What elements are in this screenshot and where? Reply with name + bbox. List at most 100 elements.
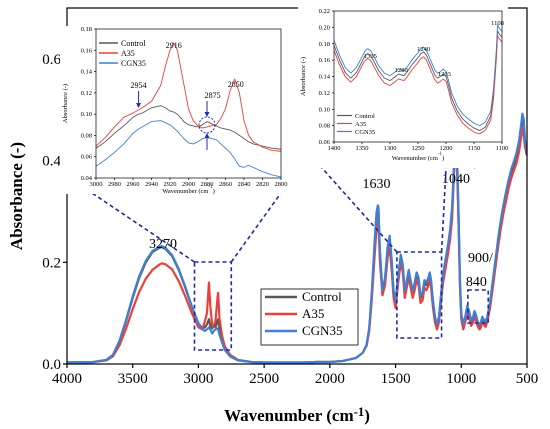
inset2-y-tick-label: 0.22 — [319, 8, 330, 15]
main-x-axis-label: Wavenumber (cm-1) — [224, 405, 370, 425]
inset1-x-axis-label: Wavenumber (cm-1) — [162, 185, 214, 195]
inset1-peak-label: 2954 — [131, 81, 147, 90]
inset2-y-tick-label: 0.08 — [319, 123, 330, 130]
main-x-tick-label: 2000 — [315, 371, 345, 387]
inset1-x-tick-label: 2800 — [275, 181, 288, 188]
inset2-y-tick-label: 0.14 — [319, 74, 331, 81]
main-peak-label: 900/ — [468, 251, 493, 266]
inset2-y-tick-label: 0.16 — [319, 57, 331, 64]
inset2-series-group — [334, 24, 502, 135]
main-y-tick-label: 0.0 — [42, 357, 61, 373]
inset1-legend-label: CGN35 — [121, 59, 146, 68]
inset1-plot-area — [96, 29, 281, 178]
main-y-tick-label: 0.6 — [42, 52, 61, 68]
inset2-legend-label: Control — [355, 113, 375, 120]
inset2-y-tick-label: 0.20 — [319, 24, 330, 31]
zoom-connector-right — [440, 167, 447, 253]
main-x-tick-label: 1000 — [446, 371, 476, 387]
inset2-x-tick-label: 1150 — [468, 145, 481, 152]
main-peak-label: 3270 — [149, 237, 177, 252]
inset1-series-group — [96, 42, 281, 178]
zoom-box-900-840 — [467, 289, 490, 324]
main-x-tick-label: 3000 — [183, 371, 213, 387]
inset1-peak-label: 2916 — [166, 41, 182, 50]
main-x-tick-label: 2500 — [249, 371, 279, 387]
inset1-y-tick-label: 0.10 — [81, 111, 92, 118]
main-x-tick-label: 4000 — [52, 371, 82, 387]
inset1-x-tick-label: 2960 — [127, 181, 140, 188]
inset2-y-tick-label: 0.06 — [319, 139, 331, 146]
inset1-x-tick-label: 3000 — [90, 181, 103, 188]
inset1-x-tick-label: 2820 — [256, 181, 269, 188]
inset1-x-tick-label: 2920 — [164, 181, 177, 188]
inset1-y-axis-label: Absorbance (-) — [62, 84, 69, 123]
main-y-axis-label: Absorbance (-) — [7, 142, 26, 250]
inset1-x-tick-label: 2940 — [145, 181, 158, 188]
inset2-series-line-a35 — [334, 35, 502, 135]
inset2-y-tick-label: 0.18 — [319, 41, 330, 48]
main-y-tick-label: 0.2 — [42, 255, 61, 271]
main-peak-label: 1040 — [442, 172, 470, 187]
inset2-peak-label: 1335 — [364, 53, 377, 60]
main-x-tick-label: 3500 — [118, 371, 148, 387]
main-y-tick-label: 0.4 — [42, 154, 61, 170]
main-x-tick-label: 1500 — [381, 371, 411, 387]
inset2-series-line-cgn35 — [334, 24, 502, 127]
inset2-peak-label: 1108 — [491, 20, 504, 27]
inset2-x-tick-label: 1400 — [328, 145, 341, 152]
inset1-arrow-head — [204, 112, 210, 117]
inset2-x-tick-label: 1350 — [356, 145, 369, 152]
inset2-peak-label: 1203 — [438, 71, 451, 78]
inset1-legend-label: Control — [121, 39, 146, 48]
inset-chart-ch-stretch: 3000 2980 2960 2940 2920 2900 2880 2860 2840 2820… — [60, 26, 288, 195]
inset1-y-tick-label: 0.16 — [81, 47, 93, 54]
inset1-y-tick-label: 0.06 — [81, 154, 93, 161]
inset2-legend-label: A35 — [355, 121, 366, 128]
inset2-x-axis-label: Wavenumber (cm-1) — [392, 152, 444, 162]
inset1-x-tick-label: 2900 — [182, 181, 195, 188]
inset1-y-tick-label: 0.04 — [81, 175, 93, 182]
inset2-x-tick-label: 1100 — [496, 145, 509, 152]
main-series-line-cgn35 — [67, 112, 527, 364]
inset1-series-line-control — [96, 105, 281, 150]
inset1-y-tick-label: 0.08 — [81, 132, 92, 139]
inset2-x-tick-label: 1250 — [412, 145, 425, 152]
inset1-legend-label: A35 — [121, 49, 135, 58]
zoom-box-ch-stretch — [193, 261, 233, 351]
inset1-x-tick-label: 2840 — [238, 181, 251, 188]
inset2-y-tick-label: 0.12 — [319, 90, 330, 97]
inset1-x-tick-label: 2980 — [108, 181, 121, 188]
inset2-x-tick-label: 1300 — [384, 145, 397, 152]
inset1-x-tick-label: 2860 — [219, 181, 232, 188]
inset1-arrow-head — [204, 133, 210, 138]
inset2-peak-label: 1280 — [395, 67, 408, 74]
main-peak-label: 1630 — [362, 177, 390, 192]
inset1-series-line-cgn35 — [96, 120, 281, 178]
inset2-plot-area — [334, 11, 502, 142]
inset2-x-tick-label: 1200 — [440, 145, 453, 152]
inset1-y-tick-label: 0.12 — [81, 90, 92, 97]
legend-label-a35: A35 — [302, 306, 324, 321]
main-legend: Control A35 CGN35 — [260, 288, 359, 346]
inset1-y-tick-label: 0.18 — [81, 26, 92, 33]
inset1-series-line-a35 — [96, 42, 281, 152]
inset2-series-line-control — [334, 30, 502, 131]
inset1-x-tick-label: 2880 — [201, 181, 214, 188]
inset2-y-axis-label: Absorbance (-) — [300, 57, 307, 96]
main-peak-label: 840 — [466, 275, 487, 290]
inset1-arrow-head — [136, 103, 142, 108]
main-x-tick-label: 500 — [516, 371, 539, 387]
inset1-peak-label: 2850 — [228, 80, 244, 89]
zoom-box-fingerprint — [396, 251, 443, 339]
inset2-y-tick-label: 0.10 — [319, 106, 330, 113]
inset1-y-tick-label: 0.14 — [81, 69, 93, 76]
inset2-legend-label: CGN35 — [355, 129, 375, 136]
legend-label-cgn35: CGN35 — [302, 323, 342, 338]
inset2-peak-label: 1240 — [417, 46, 430, 53]
zoom-connector-left — [230, 192, 282, 263]
inset-chart-fingerprint: 1400 1350 1300 1250 1200 1150 1100 0.06 0.08 0.10… — [298, 6, 508, 168]
main-legend-box — [260, 288, 359, 346]
